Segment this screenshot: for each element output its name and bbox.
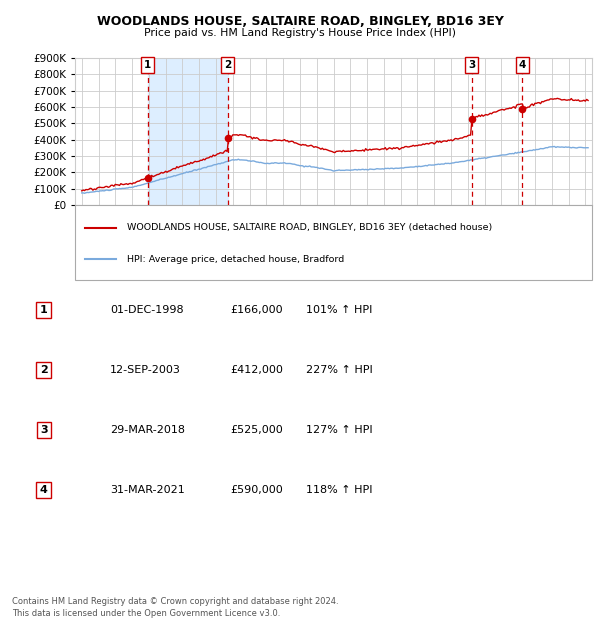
Text: 4: 4 [40, 485, 47, 495]
Text: Price paid vs. HM Land Registry's House Price Index (HPI): Price paid vs. HM Land Registry's House … [144, 28, 456, 38]
Text: 2: 2 [224, 60, 232, 70]
Text: 29-MAR-2018: 29-MAR-2018 [110, 425, 185, 435]
Text: 1: 1 [40, 305, 47, 315]
Text: 3: 3 [40, 425, 47, 435]
Text: £412,000: £412,000 [230, 365, 283, 375]
Text: £166,000: £166,000 [230, 305, 283, 315]
Text: 01-DEC-1998: 01-DEC-1998 [110, 305, 184, 315]
Text: 2: 2 [40, 365, 47, 375]
Bar [148, 58, 228, 205]
Text: WOODLANDS HOUSE, SALTAIRE ROAD, BINGLEY, BD16 3EY (detached house): WOODLANDS HOUSE, SALTAIRE ROAD, BINGLEY,… [127, 223, 492, 232]
Text: 31-MAR-2021: 31-MAR-2021 [110, 485, 185, 495]
Text: WOODLANDS HOUSE, SALTAIRE ROAD, BINGLEY, BD16 3EY: WOODLANDS HOUSE, SALTAIRE ROAD, BINGLEY,… [97, 15, 503, 28]
Text: 118% ↑ HPI: 118% ↑ HPI [306, 485, 372, 495]
Text: 127% ↑ HPI: 127% ↑ HPI [306, 425, 373, 435]
Text: £590,000: £590,000 [230, 485, 283, 495]
Text: £525,000: £525,000 [230, 425, 283, 435]
FancyBboxPatch shape [75, 205, 592, 280]
Text: 3: 3 [468, 60, 475, 70]
Text: This data is licensed under the Open Government Licence v3.0.: This data is licensed under the Open Gov… [12, 608, 280, 618]
Text: 1: 1 [144, 60, 151, 70]
Text: 101% ↑ HPI: 101% ↑ HPI [306, 305, 372, 315]
Text: HPI: Average price, detached house, Bradford: HPI: Average price, detached house, Brad… [127, 254, 344, 264]
Text: 4: 4 [518, 60, 526, 70]
Text: Contains HM Land Registry data © Crown copyright and database right 2024.: Contains HM Land Registry data © Crown c… [12, 597, 338, 606]
Text: 12-SEP-2003: 12-SEP-2003 [110, 365, 181, 375]
Text: 227% ↑ HPI: 227% ↑ HPI [306, 365, 373, 375]
